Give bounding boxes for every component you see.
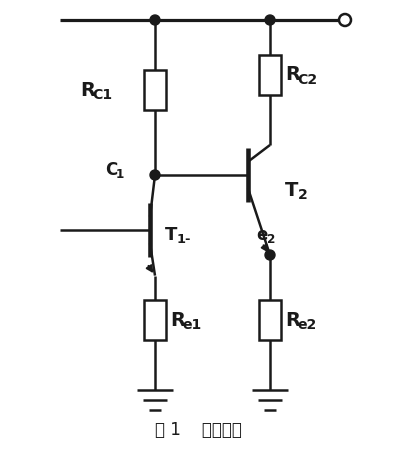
Circle shape: [265, 250, 275, 260]
Text: T: T: [285, 181, 298, 200]
Text: C1: C1: [93, 88, 113, 102]
Text: e2: e2: [298, 318, 317, 332]
Text: 1: 1: [116, 168, 124, 181]
Text: 1-: 1-: [177, 233, 191, 246]
Circle shape: [150, 15, 160, 25]
Text: R: R: [80, 80, 95, 99]
Text: e: e: [256, 226, 267, 244]
Text: C2: C2: [298, 73, 318, 87]
Text: R: R: [285, 66, 300, 85]
Bar: [144, 300, 166, 340]
Bar: [259, 55, 281, 95]
Text: 2: 2: [267, 233, 275, 246]
Circle shape: [265, 15, 275, 25]
Bar: [144, 70, 166, 110]
Circle shape: [150, 170, 160, 180]
Bar: [259, 300, 281, 340]
Text: C: C: [105, 161, 117, 179]
Text: T: T: [165, 226, 177, 244]
Text: 2: 2: [298, 188, 307, 202]
Text: R: R: [285, 310, 300, 329]
Text: 图 1    被测电路: 图 1 被测电路: [154, 421, 242, 439]
Text: R: R: [170, 310, 185, 329]
Text: e1: e1: [183, 318, 202, 332]
